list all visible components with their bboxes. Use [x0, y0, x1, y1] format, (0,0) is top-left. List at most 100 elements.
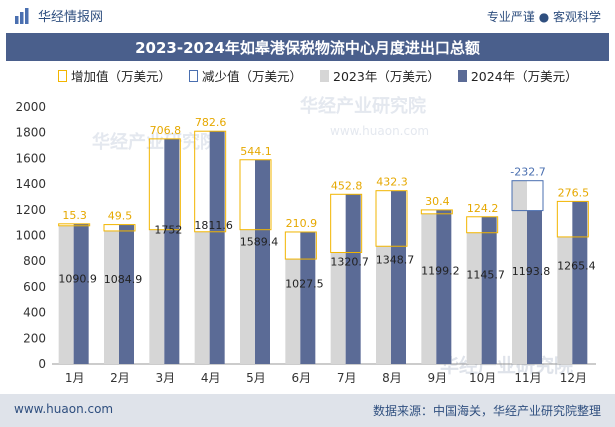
increase-box: [284, 231, 317, 260]
y-tick-label: 1200: [15, 203, 46, 217]
watermark: www.huaon.com: [330, 124, 429, 138]
bar-2024: [572, 201, 588, 364]
value-label-2024: 1145.7: [466, 269, 505, 282]
x-tick-label: 11月: [514, 371, 541, 385]
y-tick-label: 2000: [15, 100, 46, 114]
x-tick-label: 1月: [65, 371, 85, 385]
change-label: 544.1: [240, 145, 272, 158]
bar-2023: [557, 236, 573, 364]
bar-chart: 华经产业研究院华经产业研究院www.huaon.com华经产业研究院020040…: [15, 95, 596, 385]
y-tick-label: 1800: [15, 126, 46, 140]
watermark: 华经产业研究院: [440, 354, 573, 377]
bar-2024: [391, 190, 406, 364]
value-label-2024: 1320.7: [330, 256, 369, 269]
bar-2023: [104, 230, 119, 364]
increase-box: [375, 190, 408, 247]
value-label-2024: 1348.7: [376, 253, 415, 266]
increase-box: [239, 159, 272, 231]
x-tick-label: 2月: [110, 371, 130, 385]
x-tick-label: 5月: [246, 371, 266, 385]
bar-2024: [73, 223, 89, 364]
legend-label-2023: 2023年（万美元）: [333, 69, 440, 84]
legend-swatch-decrease: [189, 69, 199, 82]
legend-item-2023: 2023年（万美元）: [320, 66, 440, 85]
value-label-2024: 1589.4: [240, 236, 279, 249]
bar-2023: [466, 232, 482, 364]
change-label: 15.3: [62, 209, 87, 222]
y-tick-label: 400: [23, 306, 46, 320]
bar-2023: [512, 180, 527, 364]
bar-2023: [58, 225, 74, 364]
x-tick-label: 4月: [201, 371, 221, 385]
bar-2023: [421, 213, 437, 364]
value-label-2024: 1027.5: [285, 277, 324, 290]
value-label-2024: 1193.8: [512, 265, 551, 278]
x-tick-label: 3月: [156, 371, 176, 385]
x-tick-label: 8月: [382, 371, 402, 385]
change-label: 49.5: [108, 210, 133, 223]
value-label-2024: 1265.4: [557, 260, 596, 273]
y-tick-label: 200: [23, 331, 46, 345]
increase-box: [330, 193, 363, 253]
bar-2024: [255, 159, 270, 364]
increase-box: [58, 223, 91, 227]
legend-swatch-2024: [457, 69, 467, 82]
x-tick-label: 6月: [292, 371, 312, 385]
bar-2024: [119, 224, 134, 364]
bar-2023: [194, 231, 210, 364]
bar-2023: [240, 229, 255, 364]
legend-swatch-2023: [320, 69, 330, 82]
x-tick-label: 7月: [337, 371, 357, 385]
value-label-2024: 1199.2: [421, 265, 460, 278]
value-label-2024: 1090.9: [58, 273, 97, 286]
y-tick-label: 1000: [15, 229, 46, 243]
bar-2024: [481, 216, 497, 364]
change-label: 210.9: [286, 217, 318, 230]
increase-box: [556, 200, 589, 238]
legend: 增加值（万美元） 减少值（万美元） 2023年（万美元） 2024年（万美元）: [58, 66, 578, 85]
increase-box: [103, 224, 136, 232]
slogan: 专业严谨 ● 客观科学: [486, 10, 601, 24]
decrease-box: [511, 180, 544, 212]
increase-box: [466, 216, 499, 234]
x-tick-label: 10月: [469, 371, 496, 385]
bar-2024: [527, 210, 542, 364]
change-label: 432.3: [376, 176, 408, 189]
x-tick-label: 12月: [560, 371, 587, 385]
change-label: -232.7: [510, 166, 545, 179]
y-tick-label: 600: [23, 280, 46, 294]
legend-item-increase: 增加值（万美元）: [58, 66, 171, 85]
bar-2023: [330, 252, 346, 364]
y-tick-label: 800: [23, 254, 46, 268]
bar-2024: [164, 138, 180, 364]
brand-name: 华经情报网: [38, 10, 104, 25]
increase-box: [148, 138, 181, 231]
bar-2023: [285, 259, 301, 364]
bar-2023: [376, 246, 391, 364]
change-label: 30.4: [425, 195, 450, 208]
footer: www.huaon.com 数据来源：中国海关，华经产业研究院整理: [0, 394, 615, 427]
bar-2024: [300, 231, 316, 364]
change-label: 452.8: [331, 179, 363, 192]
increase-box: [420, 209, 453, 215]
watermark: 华经产业研究院: [92, 131, 218, 153]
brand-logo-icon: [15, 7, 29, 24]
change-label: 276.5: [558, 186, 590, 199]
legend-swatch-increase: [58, 69, 67, 82]
change-label: 782.6: [195, 116, 227, 129]
legend-label-2024: 2024年（万美元）: [470, 69, 578, 84]
bar-2024: [345, 194, 361, 364]
legend-label-increase: 增加值（万美元）: [71, 69, 172, 84]
increase-box: [194, 130, 227, 233]
top-bar: 华经情报网 专业严谨 ● 客观科学: [0, 0, 615, 32]
bar-2024: [209, 131, 225, 364]
value-label-2024: 1084.9: [104, 273, 143, 286]
bar-2024: [436, 209, 452, 364]
change-label: 706.8: [150, 124, 182, 137]
legend-item-decrease: 减少值（万美元）: [189, 66, 302, 85]
brand: 华经情报网: [14, 6, 103, 25]
chart-title: 2023-2024年如皋港保税物流中心月度进出口总额: [135, 38, 480, 57]
legend-label-decrease: 减少值（万美元）: [202, 69, 303, 84]
y-tick-label: 0: [38, 357, 46, 371]
